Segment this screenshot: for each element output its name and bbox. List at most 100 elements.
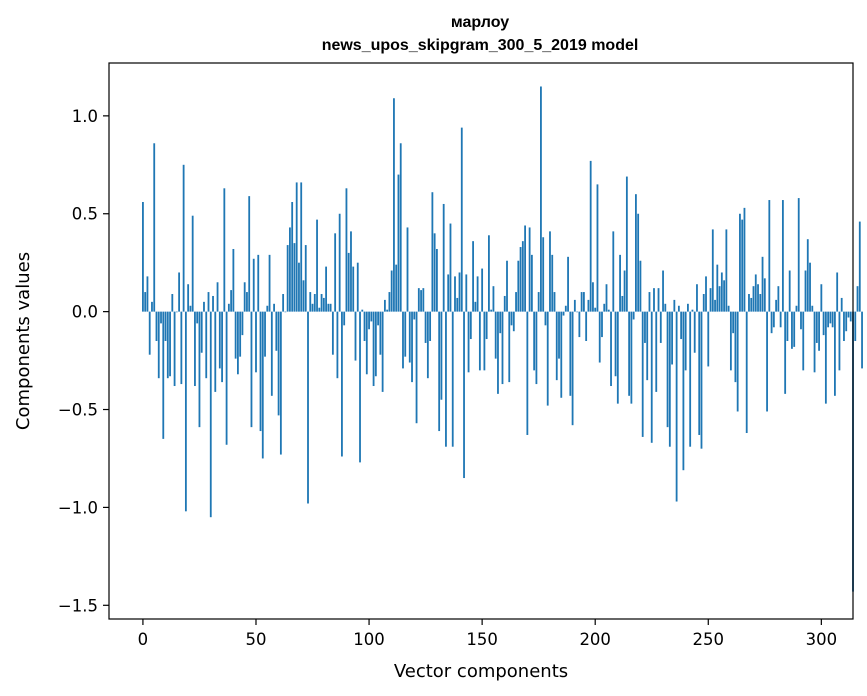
bar-124 (422, 288, 425, 312)
bar-87 (338, 213, 341, 312)
bar-137 (451, 311, 454, 447)
bar-250 (707, 311, 710, 367)
bar-303 (827, 311, 830, 328)
bar-242 (689, 311, 692, 447)
bar-215 (628, 311, 631, 396)
bar-153 (488, 235, 490, 312)
bar-103 (374, 311, 377, 377)
bar-184 (558, 311, 560, 359)
bar-96 (359, 311, 361, 463)
y-tick-label: −0.5 (58, 401, 98, 420)
bar-72 (304, 245, 307, 312)
bar-6 (155, 311, 158, 341)
x-axis-label: Vector components (394, 661, 568, 682)
bar-82 (327, 303, 330, 312)
bar-30 (209, 311, 212, 518)
bar-255 (718, 286, 721, 312)
bar-265 (741, 219, 744, 312)
bar-309 (840, 297, 843, 312)
bar-263 (736, 311, 739, 412)
bar-39 (230, 290, 233, 312)
bar-316 (856, 286, 859, 312)
bar-138 (454, 276, 456, 312)
bar-248 (702, 294, 705, 312)
bar-73 (307, 311, 309, 504)
bar-245 (696, 284, 698, 312)
bar-295 (809, 262, 811, 312)
bar-91 (347, 252, 350, 312)
bar-52 (259, 311, 262, 432)
bar-232 (666, 311, 669, 428)
bar-139 (456, 297, 459, 312)
bar-226 (653, 288, 655, 312)
bar-55 (266, 305, 269, 312)
bar-99 (365, 311, 368, 375)
bar-88 (341, 311, 343, 457)
bar-244 (693, 311, 696, 353)
bar-143 (465, 274, 468, 312)
bar-311 (845, 311, 848, 332)
bar-271 (754, 274, 757, 312)
bar-110 (390, 270, 393, 312)
bar-264 (739, 213, 741, 312)
bar-17 (180, 311, 183, 385)
bar-94 (354, 311, 357, 361)
bar-240 (684, 311, 687, 371)
bar-223 (646, 311, 649, 381)
bar-100 (368, 311, 370, 330)
bar-171 (528, 227, 531, 312)
bar-111 (393, 98, 395, 312)
bar-292 (802, 311, 805, 371)
bar-7 (157, 311, 160, 379)
bar-145 (469, 311, 472, 340)
bar-306 (834, 311, 836, 396)
bar-207 (610, 311, 612, 387)
bar-130 (436, 248, 438, 312)
bar-123 (420, 290, 422, 312)
bar-62 (282, 294, 285, 312)
y-tick-label: 0.0 (72, 303, 98, 322)
bar-38 (227, 303, 230, 312)
bar-128 (431, 192, 434, 312)
bar-16 (178, 272, 181, 312)
bar-251 (709, 288, 712, 312)
bar-185 (560, 311, 563, 398)
bar-29 (207, 292, 210, 312)
bar-201 (596, 184, 599, 312)
bar-12 (169, 311, 171, 377)
bar-212 (621, 295, 624, 312)
bar-21 (189, 305, 192, 312)
bar-275 (763, 278, 766, 312)
bar-252 (711, 229, 714, 312)
bar-43 (239, 311, 242, 357)
bar-219 (637, 213, 640, 312)
bar-238 (680, 311, 683, 340)
chart-title-line2: news_upos_skipgram_300_5_2019 model (322, 37, 639, 54)
bar-118 (408, 311, 411, 363)
bar-305 (831, 311, 834, 328)
bar-231 (664, 303, 667, 312)
bar-175 (537, 292, 540, 312)
bar-66 (291, 202, 294, 312)
bar-152 (485, 311, 488, 340)
bar-120 (413, 311, 416, 320)
bar-260 (729, 311, 732, 371)
bar-195 (582, 292, 585, 312)
bar-304 (829, 311, 832, 324)
bar-14 (173, 311, 176, 387)
bar-235 (673, 299, 676, 312)
bar-288 (793, 311, 796, 347)
bar-225 (650, 311, 653, 443)
bar-294 (806, 239, 809, 312)
bar-93 (352, 266, 355, 312)
bar-273 (759, 294, 762, 312)
bar-3 (148, 311, 151, 355)
bar-117 (406, 227, 409, 312)
bar-131 (438, 311, 441, 432)
bar-9 (162, 311, 165, 439)
bar-193 (578, 311, 581, 338)
bar-series (142, 86, 863, 592)
bar-182 (553, 292, 556, 312)
bar-198 (589, 160, 592, 312)
bar-54 (264, 311, 266, 357)
